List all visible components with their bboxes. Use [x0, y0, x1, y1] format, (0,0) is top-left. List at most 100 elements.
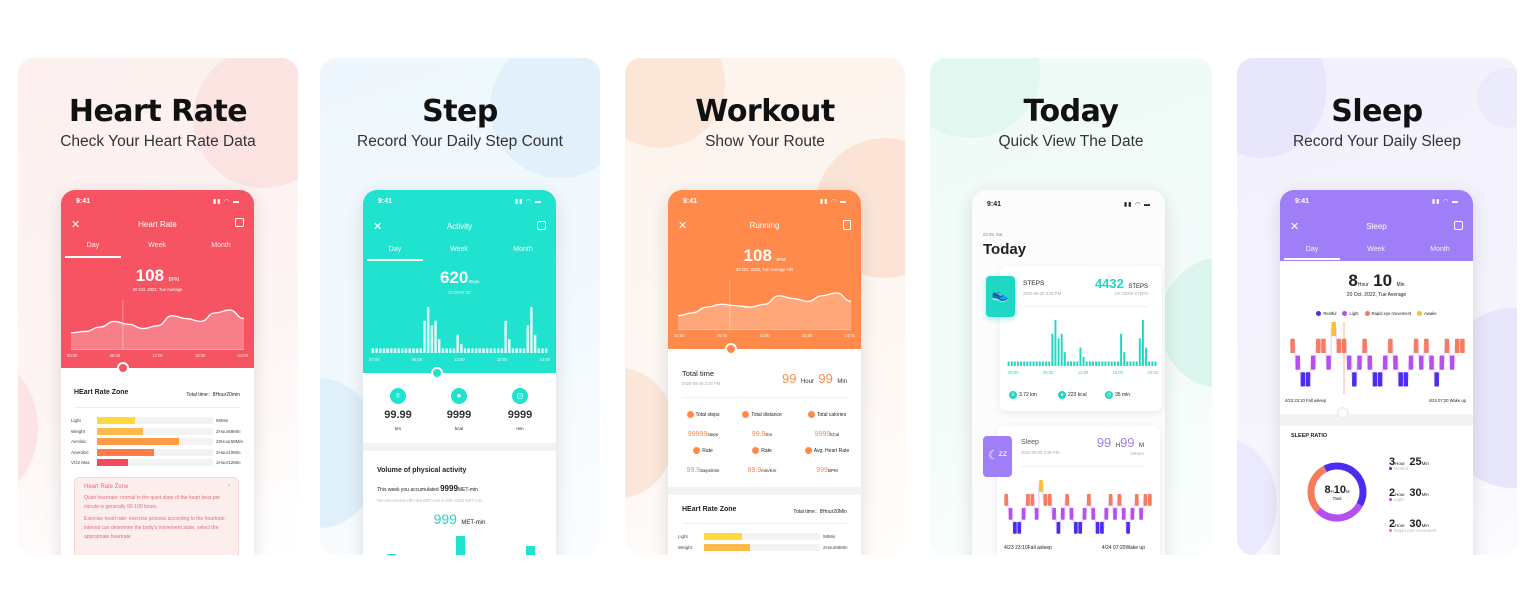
- steps-value-row: 4432 STEPS: [1095, 275, 1148, 293]
- ratio-dot: [1389, 529, 1392, 533]
- min-unit: Min: [837, 379, 847, 385]
- step-bar: [1151, 361, 1154, 366]
- sleep-header: [1280, 190, 1473, 261]
- close-icon[interactable]: ✕: [373, 221, 383, 233]
- sleep-stage-block: [1305, 372, 1311, 387]
- zone-row: Light 58Min: [668, 533, 861, 542]
- tab-month[interactable]: Month: [211, 242, 231, 249]
- close-icon[interactable]: ✕: [71, 219, 81, 231]
- panel-title: Sleep: [1331, 94, 1423, 129]
- sleep-stage-block: [1069, 507, 1074, 520]
- sleep-stage-block: [1377, 372, 1383, 387]
- zone-total-time: Total time：8Hour20min: [186, 392, 240, 398]
- tab-day[interactable]: Day: [388, 246, 402, 253]
- sleep-stage-block: [1039, 480, 1043, 492]
- step-bar: [1041, 361, 1044, 366]
- step-bar: [437, 339, 441, 353]
- tab-month[interactable]: Month: [513, 246, 533, 253]
- tab-week[interactable]: Week: [148, 242, 166, 249]
- stat-unit: kcal: [454, 426, 463, 431]
- panel-title: Today: [1023, 94, 1119, 129]
- tab-month[interactable]: Month: [1430, 246, 1450, 253]
- tab-week[interactable]: Week: [1367, 246, 1385, 253]
- axis-label: 12:00: [454, 357, 465, 362]
- legend-item: Light: [1342, 311, 1359, 317]
- steps-goal: OF 10000 STEPS: [1114, 291, 1148, 296]
- today-sleep-stage-chart: [1004, 480, 1152, 534]
- status-icons: ▮▮ ◠ ▬: [819, 199, 847, 205]
- sleep-card-icon: ☾ᶻᶻ: [983, 436, 1012, 477]
- donut-total: 8H10M: [1305, 480, 1369, 498]
- step-bar: [1007, 361, 1010, 366]
- phone-activity: 9:41 ▮▮ ◠ ▬ ✕ Activity Day Week Month 62…: [363, 190, 556, 555]
- step-bar: [519, 348, 522, 353]
- ratio-hours: 2: [1389, 518, 1396, 530]
- calendar-icon[interactable]: [1454, 221, 1463, 230]
- steps-unit: STEPS: [1128, 284, 1148, 290]
- step-bar: [1045, 361, 1048, 366]
- chevron-right-icon[interactable]: ›: [228, 483, 230, 489]
- legend-item: Awake: [1417, 311, 1437, 317]
- report-icon[interactable]: [843, 220, 851, 230]
- wake-up: 4/24 07:20 Wake up: [1428, 398, 1466, 403]
- panel-subtitle: Record Your Daily Sleep: [1292, 133, 1462, 150]
- zone-value: 2Hour58Min: [216, 428, 241, 434]
- steps-card[interactable]: [1000, 266, 1162, 411]
- stat-label-text: Avg. Heart Rate: [813, 447, 850, 454]
- zone-track: [704, 543, 820, 551]
- wave-area: [71, 310, 244, 350]
- step-bar: [423, 320, 426, 353]
- legend-dot: [1342, 311, 1348, 317]
- chart-scrubber-knob[interactable]: [431, 367, 443, 379]
- unit: min/Km: [761, 468, 777, 473]
- screen-title: Running: [749, 221, 780, 230]
- sleep-stage-block: [1130, 507, 1135, 520]
- sleep-ratio-donut: [1307, 462, 1367, 522]
- ratio-label: Rapid eye movement: [1389, 528, 1437, 533]
- step-bar: [1079, 347, 1082, 366]
- chart-scrubber-knob[interactable]: [117, 362, 129, 374]
- screen-title: Heart Rate: [138, 220, 177, 229]
- chart-scrubber-knob[interactable]: [1337, 407, 1349, 419]
- step-bar: [445, 348, 448, 353]
- zone-row: VO2 Max 1Hour12Min: [61, 459, 254, 468]
- steps-unit: Steps: [468, 279, 480, 284]
- zone-value: 58Min: [216, 418, 229, 423]
- step-bar: [1101, 361, 1104, 366]
- sleep-stage-block: [1004, 493, 1009, 506]
- sleep-stage-block: [1095, 521, 1100, 534]
- step-bar: [1035, 361, 1038, 366]
- chart-scrubber-knob[interactable]: [725, 343, 737, 355]
- sleep-card[interactable]: [997, 426, 1160, 555]
- step-bar: [1154, 361, 1157, 366]
- axis-label: 12:00: [1077, 370, 1089, 375]
- step-bar: [1038, 361, 1041, 366]
- sleep-stage-block: [1388, 338, 1393, 353]
- sleep-stage-block: [1108, 493, 1113, 506]
- tab-day[interactable]: Day: [86, 242, 100, 249]
- heart-rate-zone-info-card[interactable]: Heart Rate Zone › Quiet heartrate: norma…: [74, 477, 239, 555]
- calendar-icon[interactable]: [235, 218, 244, 227]
- tab-week[interactable]: Week: [450, 246, 468, 253]
- close-icon[interactable]: ✕: [678, 220, 688, 232]
- running-header: [668, 190, 861, 349]
- sleep-stage-block: [1418, 355, 1424, 370]
- wake-up: 4/24 07:20Wake up: [1101, 545, 1145, 551]
- axis-label: 12:00: [759, 333, 770, 338]
- stat-label: Avg. Heart Rate: [792, 447, 861, 454]
- ratio-label: Light: [1389, 497, 1404, 502]
- met-value-row: 999 MET-min: [363, 511, 556, 529]
- ratio-hours: 3: [1389, 456, 1396, 468]
- panel-today: Today Quick View The Date 9:41 ▮▮ ◠ ▬ 02…: [930, 58, 1212, 555]
- close-icon[interactable]: ✕: [1290, 221, 1300, 233]
- phone-today: 9:41 ▮▮ ◠ ▬ 02-09, Sat Today 👟 STEPS 202…: [972, 190, 1165, 555]
- info-paragraph: Exercise heart rate: exercise process ac…: [84, 516, 225, 540]
- step-bar: [493, 348, 496, 353]
- axis-label: 06:00: [1042, 370, 1054, 375]
- ratio-minutes: 30: [1409, 518, 1422, 530]
- sleep-stage-block: [1030, 493, 1035, 506]
- calendar-icon[interactable]: [537, 221, 546, 230]
- sleep-stage-block: [1336, 338, 1342, 353]
- sleep-stage-block: [1398, 372, 1403, 387]
- tab-day[interactable]: Day: [1305, 246, 1319, 253]
